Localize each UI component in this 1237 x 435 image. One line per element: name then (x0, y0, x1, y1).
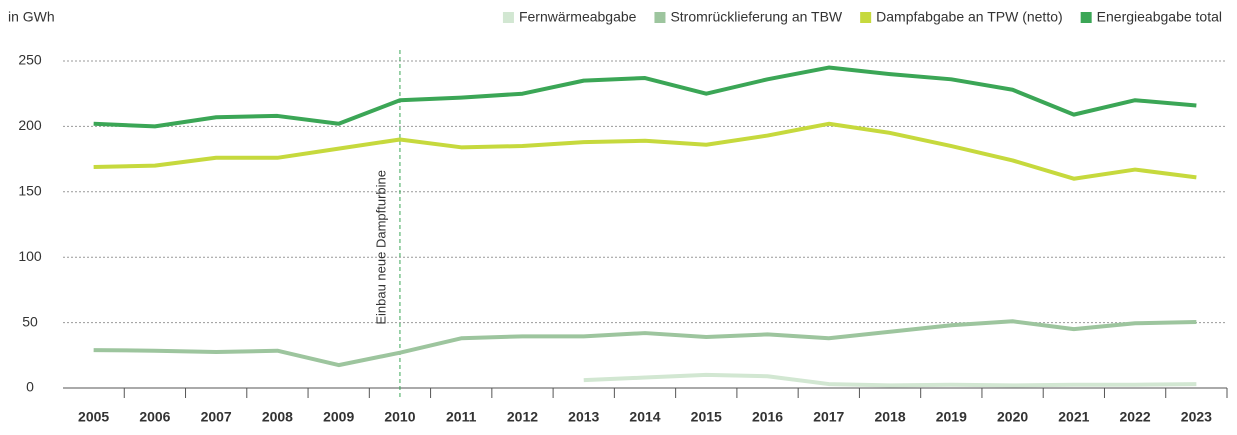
x-tick-label: 2017 (813, 409, 844, 425)
x-tick-label: 2023 (1181, 409, 1212, 425)
legend-swatch (860, 12, 872, 23)
x-tick-label: 2011 (446, 409, 477, 425)
y-tick-label: 50 (22, 313, 38, 329)
x-tick-label: 2006 (139, 409, 170, 425)
x-tick-label: 2009 (323, 409, 354, 425)
annotation-text: Einbau neue Dampfturbine (373, 170, 388, 325)
x-tick-label: 2016 (752, 409, 783, 425)
x-tick-label: 2015 (691, 409, 722, 425)
legend-label: Dampfabgabe an TPW (netto) (876, 9, 1063, 25)
y-tick-label: 200 (18, 117, 42, 133)
legend-label: Stromrücklieferung an TBW (670, 9, 842, 25)
x-tick-label: 2020 (997, 409, 1028, 425)
legend-swatch (502, 12, 514, 23)
x-tick-label: 2019 (936, 409, 967, 425)
legend-swatch (1080, 12, 1092, 23)
legend-label: Fernwärmeabgabe (519, 9, 637, 25)
line-series (93, 65, 1197, 129)
x-tick-label: 2022 (1120, 409, 1151, 425)
y-tick-label: 250 (18, 52, 42, 68)
x-tick-label: 2007 (201, 409, 232, 425)
x-tick-label: 2013 (568, 409, 599, 425)
x-tick-label: 2012 (507, 409, 538, 425)
x-tick-label: 2021 (1058, 409, 1089, 425)
x-tick-label: 2018 (874, 409, 905, 425)
line-series (93, 121, 1197, 181)
line-series (583, 372, 1197, 388)
y-tick-label: 150 (18, 183, 42, 199)
line-series (93, 319, 1197, 368)
legend-swatch (654, 12, 666, 23)
x-tick-label: 2005 (78, 409, 109, 425)
y-tick-label: 100 (18, 248, 42, 264)
x-tick-label: 2014 (629, 409, 660, 425)
y-axis-label: in GWh (8, 9, 55, 25)
x-tick-label: 2010 (384, 409, 415, 425)
x-tick-label: 2008 (262, 409, 293, 425)
y-tick-label: 0 (26, 379, 34, 395)
legend-label: Energieabgabe total (1097, 9, 1222, 25)
